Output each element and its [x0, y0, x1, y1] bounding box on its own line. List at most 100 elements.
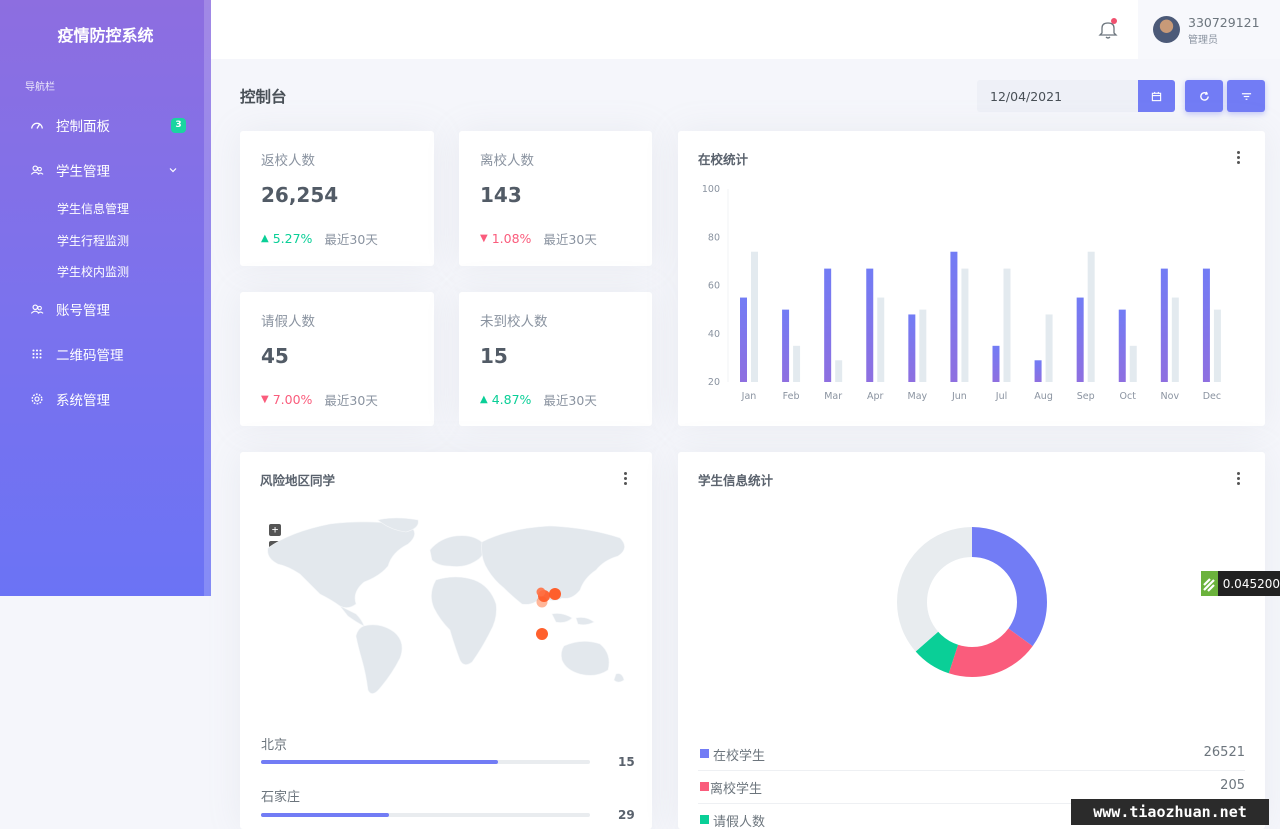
sidebar-item-students[interactable]: 学生管理 [0, 155, 204, 185]
legend-swatch [700, 749, 709, 758]
users-icon [30, 163, 44, 177]
legend-row: 请假人数 [698, 804, 1245, 829]
legend-row: 离校学生 205 [698, 771, 1245, 804]
sidebar: 疫情防控系统 导航栏 控制面板 3 学生管理 学生信息管理 学生行程监测 学生校… [0, 0, 211, 596]
sidebar-item-dashboard[interactable]: 控制面板 3 [0, 110, 204, 140]
sidebar-scrollbar[interactable] [204, 0, 211, 596]
arrow-up-icon: ▲ [261, 233, 269, 244]
more-vertical-icon[interactable] [1237, 472, 1241, 486]
stat-value: 26,254 [261, 183, 339, 207]
page-title: 控制台 [240, 88, 287, 106]
stat-label: 未到校人数 [480, 314, 548, 330]
region-progress-fill [261, 813, 390, 817]
sidebar-item-label: 账号管理 [56, 303, 110, 319]
y-tick-label: 60 [708, 281, 720, 292]
region-name: 北京 [261, 738, 288, 753]
chevron-down-icon[interactable] [168, 165, 178, 175]
sidebar-item-accounts[interactable]: 账号管理 [0, 294, 204, 324]
bar-series-1 [1202, 268, 1210, 382]
notification-dot [1111, 18, 1117, 24]
y-tick-label: 80 [708, 232, 720, 243]
bar-series-2 [1171, 297, 1179, 382]
bar-series-1 [1034, 360, 1042, 382]
legend-row: 在校学生 26521 [698, 738, 1245, 771]
bar-series-2 [1213, 309, 1221, 382]
legend-swatch [700, 782, 709, 791]
users-icon [30, 302, 44, 316]
sidebar-subitem-student-info[interactable]: 学生信息管理 [57, 202, 130, 216]
calendar-button[interactable] [1138, 80, 1175, 112]
stat-footer: ▲ 5.27% 最近30天 [261, 229, 378, 248]
stat-card-leave: 请假人数 45 ▼ 7.00% 最近30天 [240, 292, 434, 426]
region-progress [261, 813, 590, 817]
bar-series-2 [877, 297, 885, 382]
stat-card-returned: 返校人数 26,254 ▲ 5.27% 最近30天 [240, 131, 434, 266]
user-menu[interactable]: 330729121 管理员 [1138, 0, 1280, 59]
stat-value: 45 [261, 344, 289, 368]
region-name: 石家庄 [261, 790, 301, 805]
y-tick-label: 40 [708, 329, 720, 340]
ticker-logo-icon [1201, 571, 1218, 596]
bell-icon[interactable] [1097, 18, 1119, 40]
stat-change: 5.27% [272, 231, 313, 246]
bar-series-1 [866, 268, 874, 382]
region-count: 29 [618, 808, 635, 822]
stat-label: 返校人数 [261, 153, 315, 169]
y-tick-label: 20 [708, 377, 720, 388]
filter-icon [1241, 92, 1251, 100]
legend-name: 在校学生 [713, 749, 766, 764]
legend-swatch [700, 815, 709, 824]
user-role: 管理员 [1188, 35, 1218, 46]
arrow-down-icon: ▼ [261, 394, 269, 405]
bar-series-1 [1076, 297, 1084, 382]
price-ticker[interactable]: 0.045200 [1201, 571, 1280, 596]
bar-series-2 [835, 360, 843, 382]
bar-series-2 [1003, 268, 1011, 382]
arrow-up-icon: ▲ [480, 394, 488, 405]
app-title[interactable]: 疫情防控系统 [57, 26, 154, 45]
sidebar-item-system[interactable]: 系统管理 [0, 384, 204, 414]
world-map[interactable] [260, 514, 640, 704]
sidebar-item-label: 二维码管理 [56, 348, 124, 364]
x-tick-label: May [908, 391, 928, 402]
stat-change: 7.00% [272, 392, 313, 407]
sidebar-subitem-student-trips[interactable]: 学生行程监测 [57, 234, 130, 248]
refresh-button[interactable] [1185, 80, 1223, 112]
stat-period: 最近30天 [543, 232, 597, 247]
y-tick-label: 100 [702, 184, 720, 195]
ticker-value: 0.045200 [1222, 576, 1280, 591]
avatar [1153, 16, 1180, 43]
sidebar-item-qrcode[interactable]: 二维码管理 [0, 339, 204, 369]
filter-button[interactable] [1227, 80, 1265, 112]
bar-series-1 [908, 314, 916, 382]
more-vertical-icon[interactable] [1237, 151, 1241, 165]
x-tick-label: Jan [741, 391, 757, 402]
date-input[interactable] [977, 80, 1139, 112]
bar-series-2 [919, 309, 927, 382]
bar-series-1 [782, 309, 790, 382]
risk-markers [536, 587, 561, 640]
more-vertical-icon[interactable] [624, 472, 628, 486]
bar-series-2 [1087, 251, 1095, 382]
topbar: 330729121 管理员 [211, 0, 1280, 59]
stat-period: 最近30天 [543, 393, 597, 408]
x-tick-label: Sep [1077, 391, 1095, 402]
stat-value: 15 [480, 344, 508, 368]
bar-series-1 [1118, 309, 1126, 382]
x-tick-label: Jun [951, 391, 967, 402]
zoom-in-button[interactable]: + [269, 524, 281, 536]
bar-chart: 100 80 60 40 20 Jan Feb Mar Apr May Jun Jul Aug Sep Oc… [702, 184, 1221, 402]
stat-card-left: 离校人数 143 ▼ 1.08% 最近30天 [459, 131, 652, 266]
bar-series-1 [992, 345, 1000, 382]
donut-slice [897, 527, 1047, 677]
card-title: 学生信息统计 [698, 473, 774, 488]
bar-series-2 [751, 251, 758, 382]
card-title: 在校统计 [698, 152, 749, 167]
bar-series-2 [1045, 314, 1053, 382]
sidebar-subitem-campus-monitor[interactable]: 学生校内监测 [57, 265, 130, 279]
gear-icon [30, 392, 44, 406]
student-info-card: 学生信息统计 在校学生 26521 离校学生 205 请假人数 [678, 452, 1265, 829]
region-progress-fill [261, 760, 498, 764]
x-tick-label: Jul [995, 391, 1007, 402]
stat-label: 请假人数 [261, 314, 315, 330]
